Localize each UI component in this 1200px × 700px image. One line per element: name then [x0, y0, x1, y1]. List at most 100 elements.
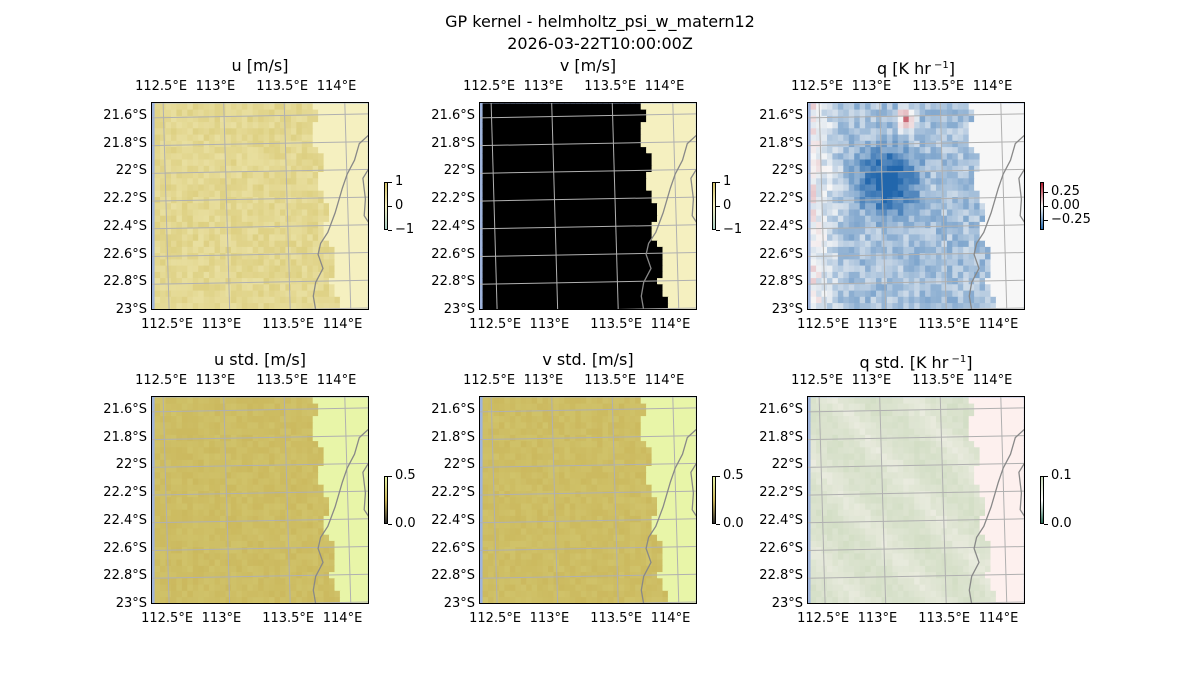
panel-v-cell — [591, 172, 598, 179]
panel-u_std-cell — [274, 397, 281, 405]
panel-u_std-cell — [339, 447, 346, 455]
panel-u-cell — [252, 153, 259, 161]
panel-v-cell — [673, 128, 680, 136]
panel-u-cell — [339, 178, 346, 186]
panel-q-cell — [930, 115, 937, 123]
panel-v-cell — [499, 147, 506, 154]
panel-u-cell — [296, 165, 303, 173]
panel-v-cell — [597, 234, 604, 242]
panel-v-cell — [602, 140, 609, 148]
panel-v-cell — [646, 290, 653, 298]
panel-v-cell — [586, 165, 593, 173]
panel-q-cell — [816, 303, 823, 310]
panel-q-cell — [957, 172, 964, 179]
panel-u-cell — [192, 278, 199, 285]
panel-u_std-cell — [339, 453, 346, 461]
panel-u-cell — [301, 190, 308, 198]
panel-u_std-cell — [361, 522, 368, 529]
panel-v-cell — [553, 178, 560, 186]
panel-u_std-cell — [307, 522, 314, 529]
panel-q-cell — [837, 128, 844, 136]
panel-u_std-cell — [334, 522, 341, 529]
panel-u-cell — [329, 153, 336, 161]
panel-u_std-cell — [274, 428, 281, 436]
panel-u-cell — [285, 122, 292, 129]
panel-u_std-cell — [350, 547, 357, 554]
panel-q-cell — [1001, 128, 1008, 136]
panel-q-cell — [854, 109, 861, 117]
panel-u_std-cell — [258, 422, 265, 430]
panel-v-cell — [651, 122, 658, 129]
panel-v-cell — [515, 290, 522, 298]
panel-q-cell — [892, 240, 899, 248]
panel-q-cell — [990, 253, 997, 260]
panel-u_std-cell — [301, 522, 308, 529]
panel-q-cell — [854, 253, 861, 260]
panel-q-cell — [957, 115, 964, 123]
panel-u-cell — [323, 228, 330, 235]
panel-u_std-cell — [274, 503, 281, 511]
panel-u_std-cell — [203, 478, 210, 486]
panel-u-cell — [230, 296, 237, 304]
panel-v-cell — [651, 246, 658, 254]
panel-q-cell — [985, 303, 992, 310]
panel-u-cell — [296, 134, 303, 142]
panel-q-cell — [810, 147, 817, 154]
panel-q-cell — [870, 184, 877, 192]
panel-q-cell — [837, 115, 844, 123]
panel-u-cell — [280, 203, 287, 210]
panel-u-cell — [329, 165, 336, 173]
panel-q-cell — [848, 259, 855, 267]
panel-v-cell — [629, 271, 636, 279]
panel-u-cell — [356, 103, 363, 111]
panel-u-cell — [307, 172, 314, 179]
panel-q-cell — [886, 228, 893, 235]
panel-v-cell — [618, 147, 625, 154]
panel-q-cell — [914, 159, 921, 167]
panel-v-cell — [646, 284, 653, 292]
panel-u-cell — [258, 178, 265, 186]
panel-u-cell — [258, 234, 265, 242]
panel-u-cell — [312, 122, 319, 129]
panel-u_std-cell — [290, 434, 297, 442]
panel-u_std-cell — [241, 447, 248, 455]
panel-v-cell — [542, 240, 549, 248]
panel-q-cell — [881, 303, 888, 310]
panel-q-cell — [930, 284, 937, 292]
panel-v-cell — [548, 296, 555, 304]
panel-v-cell — [515, 296, 522, 304]
panel-u-cell — [312, 197, 319, 204]
panel-u-cell — [165, 153, 172, 161]
panel-u-cell — [280, 197, 287, 204]
panel-q-cell — [843, 253, 850, 260]
panel-u_std-cell — [307, 416, 314, 423]
panel-u-cell — [269, 147, 276, 154]
panel-v-cell — [591, 147, 598, 154]
panel-v-cell — [613, 134, 620, 142]
panel-q-cell — [908, 290, 915, 298]
panel-u-cell — [247, 103, 254, 111]
panel-u_std-cell — [154, 515, 161, 523]
panel-u_std-cell — [334, 403, 341, 411]
panel-u_std-cell — [252, 509, 259, 517]
panel-v-cell — [629, 140, 636, 148]
panel-v-cell — [667, 190, 674, 198]
panel-u-cell — [198, 203, 205, 210]
panel-u-cell — [181, 296, 188, 304]
panel-u-cell — [334, 122, 341, 129]
panel-u-cell — [329, 109, 336, 117]
panel-u-cell — [160, 271, 167, 279]
panel-u_std-cell — [263, 397, 270, 405]
panel-v-cell — [667, 147, 674, 154]
panel-u-cell — [198, 221, 205, 229]
panel-q-cell — [968, 128, 975, 136]
panel-v-cell — [640, 159, 647, 167]
panel-q-cell — [957, 228, 964, 235]
panel-u_std-cell — [160, 416, 167, 423]
panel-u-cell — [307, 303, 314, 310]
panel-v-cell — [548, 172, 555, 179]
panel-u_std-cell — [323, 447, 330, 455]
panel-q-cell — [865, 147, 872, 154]
panel-q-cell — [908, 197, 915, 204]
panel-u_std-cell — [230, 416, 237, 423]
